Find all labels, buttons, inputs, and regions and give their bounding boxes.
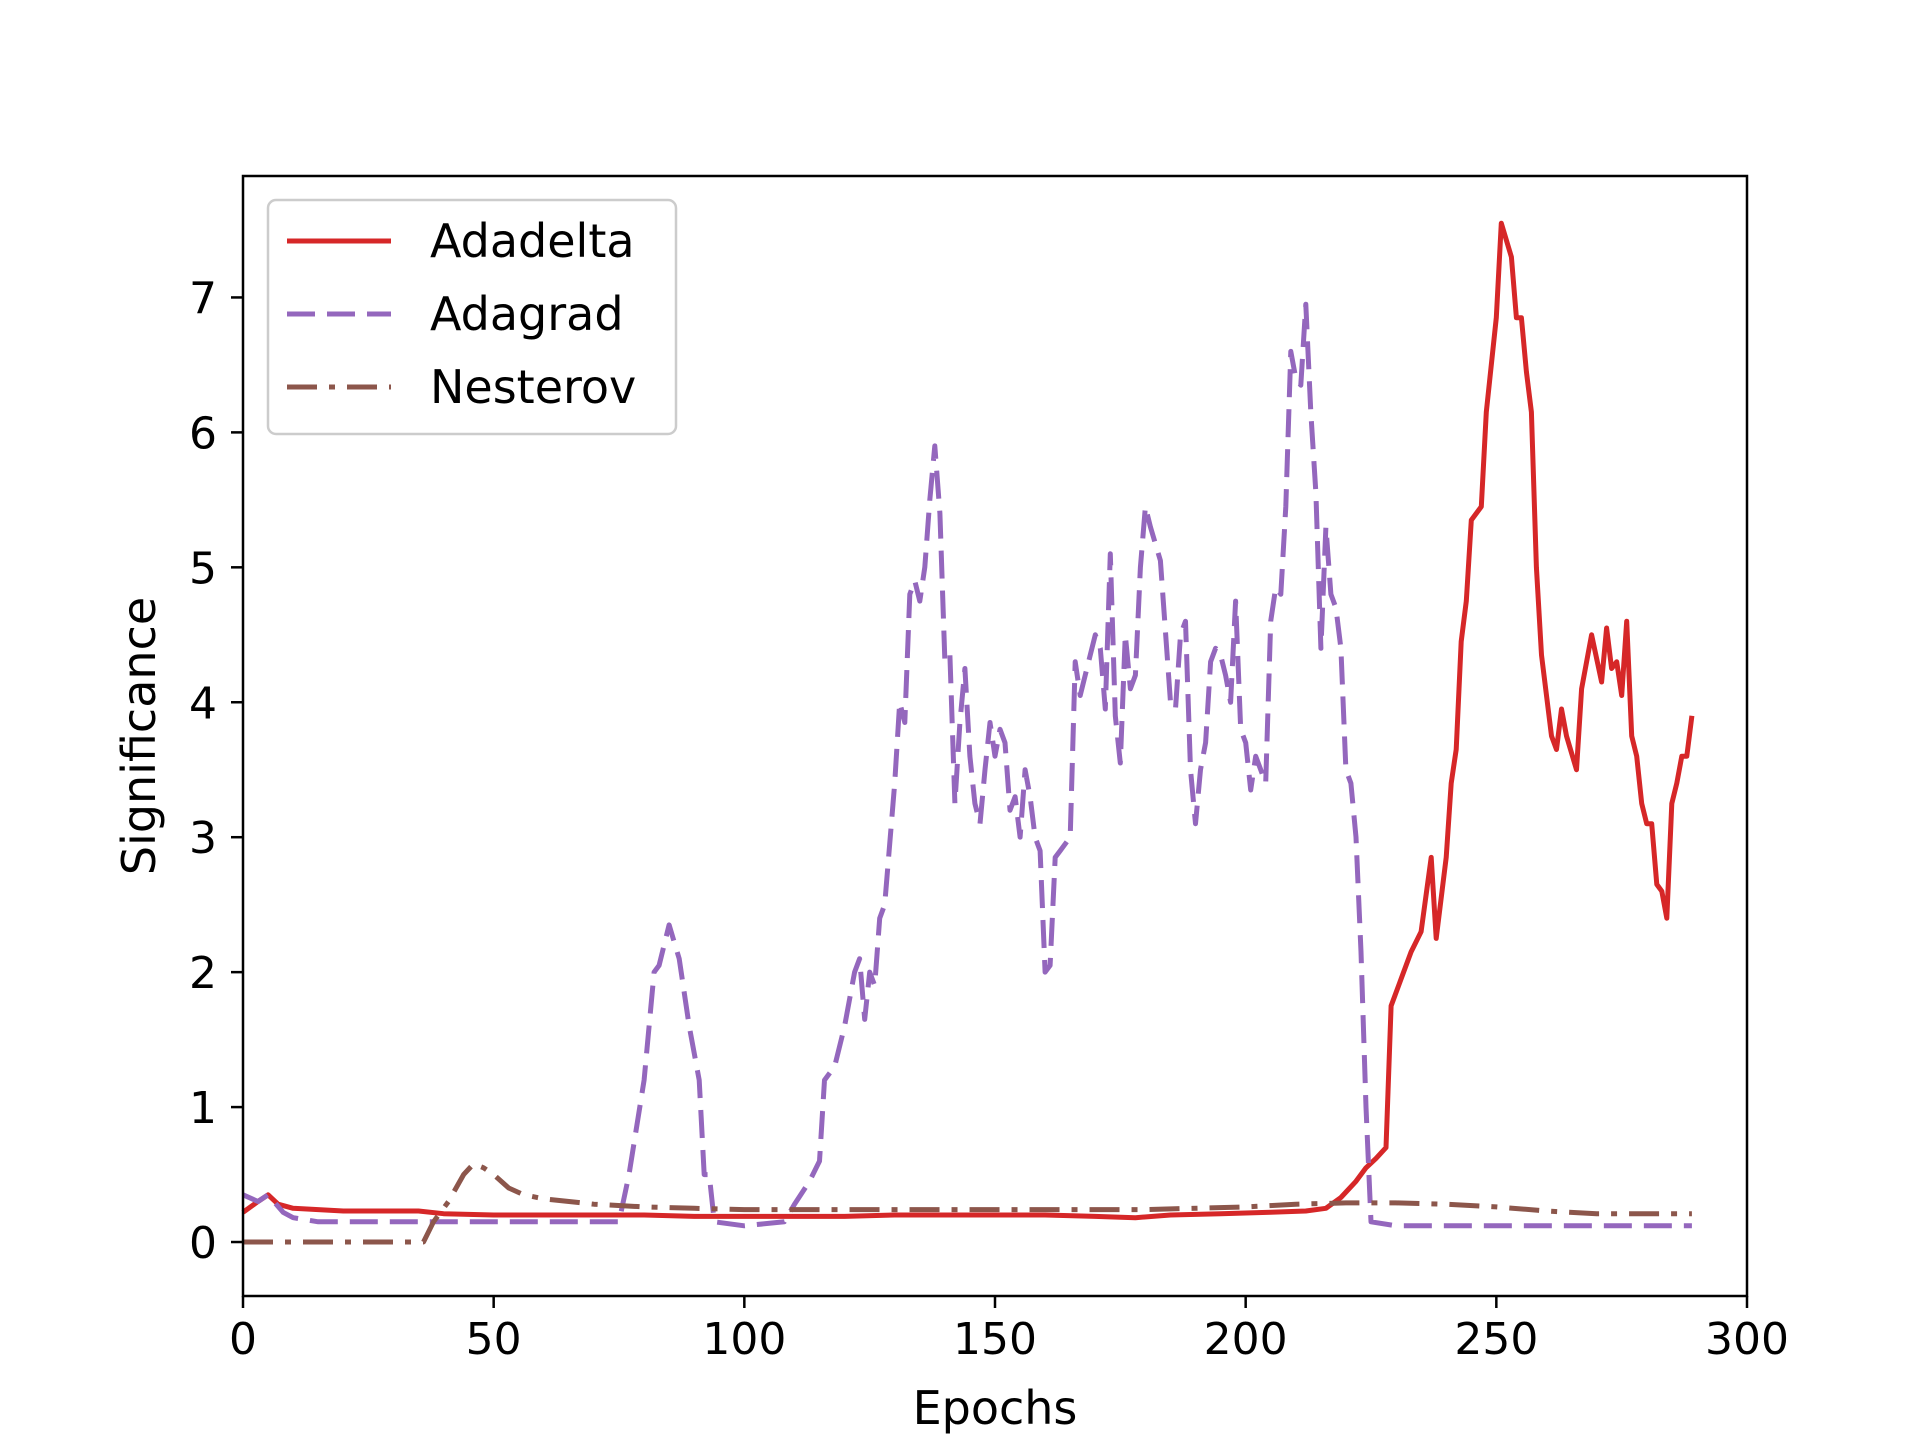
x-tick-label: 200 <box>1204 1314 1288 1365</box>
y-tick-label: 0 <box>189 1218 217 1269</box>
y-axis-label: Significance <box>112 597 166 875</box>
series-line-adagrad <box>241 301 1692 1229</box>
x-axis: 0 50 100 150 200 250 300 <box>229 1296 1789 1365</box>
x-axis-label: Epochs <box>913 1381 1078 1435</box>
y-tick-label: 6 <box>189 408 217 459</box>
y-tick-label: 7 <box>189 273 217 324</box>
y-tick-label: 2 <box>189 948 217 999</box>
series-layer <box>241 220 1695 1245</box>
y-tick-label: 1 <box>189 1083 217 1134</box>
y-tick-label: 5 <box>189 543 217 594</box>
series-line-adadelta <box>241 220 1695 1221</box>
x-tick-label: 250 <box>1454 1314 1538 1365</box>
legend-label-adadelta: Adadelta <box>430 214 635 268</box>
y-tick-label: 3 <box>189 813 217 864</box>
x-tick-label: 50 <box>466 1314 522 1365</box>
x-tick-label: 150 <box>953 1314 1037 1365</box>
legend-label-adagrad: Adagrad <box>430 287 624 341</box>
legend-label-nesterov: Nesterov <box>430 360 636 414</box>
y-tick-label: 4 <box>189 678 217 729</box>
x-tick-label: 100 <box>702 1314 786 1365</box>
legend: Adadelta Adagrad Nesterov <box>266 198 678 436</box>
y-axis: 0 1 2 3 4 5 6 7 <box>189 273 243 1269</box>
legend-frame <box>266 198 678 436</box>
x-tick-label: 0 <box>229 1314 257 1365</box>
x-tick-label: 300 <box>1705 1314 1789 1365</box>
series-line-nesterov <box>243 1161 1692 1245</box>
